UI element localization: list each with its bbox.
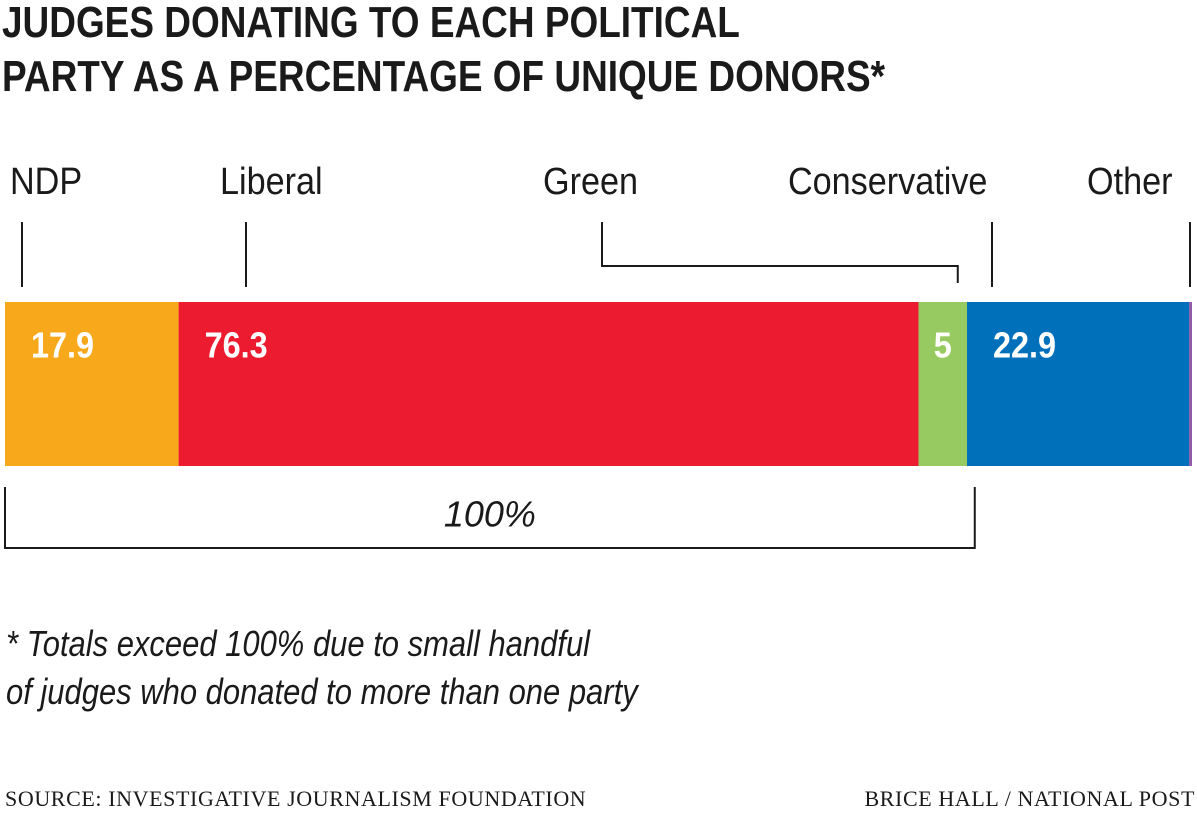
legend-label: NDP [10, 159, 82, 202]
bar-segment [1189, 302, 1192, 466]
bracket-label: 100% [444, 494, 536, 535]
value-label: 5 [934, 326, 952, 366]
legend-label: Liberal [220, 159, 323, 202]
bar-segment [967, 302, 1190, 466]
credit: BRICE HALL / NATIONAL POST [864, 786, 1195, 811]
legend-label: Other [1087, 159, 1172, 202]
footnote: * Totals exceed 100% due to small handfu… [6, 623, 638, 712]
legend-label: Conservative [788, 159, 987, 202]
value-label: 17.9 [31, 326, 94, 366]
chart-title: JUDGES DONATING TO EACH POLITICAL PARTY … [2, 0, 886, 101]
bar-segment [918, 302, 968, 466]
leader-line [601, 222, 959, 283]
bracket [4, 487, 976, 549]
bar-segment [178, 302, 919, 466]
legend-label: Green [543, 159, 638, 202]
source: SOURCE: INVESTIGATIVE JOURNALISM FOUNDAT… [5, 786, 587, 811]
value-label: 22.9 [993, 326, 1056, 366]
bar-segment [5, 302, 179, 466]
value-label: 76.3 [205, 326, 268, 366]
